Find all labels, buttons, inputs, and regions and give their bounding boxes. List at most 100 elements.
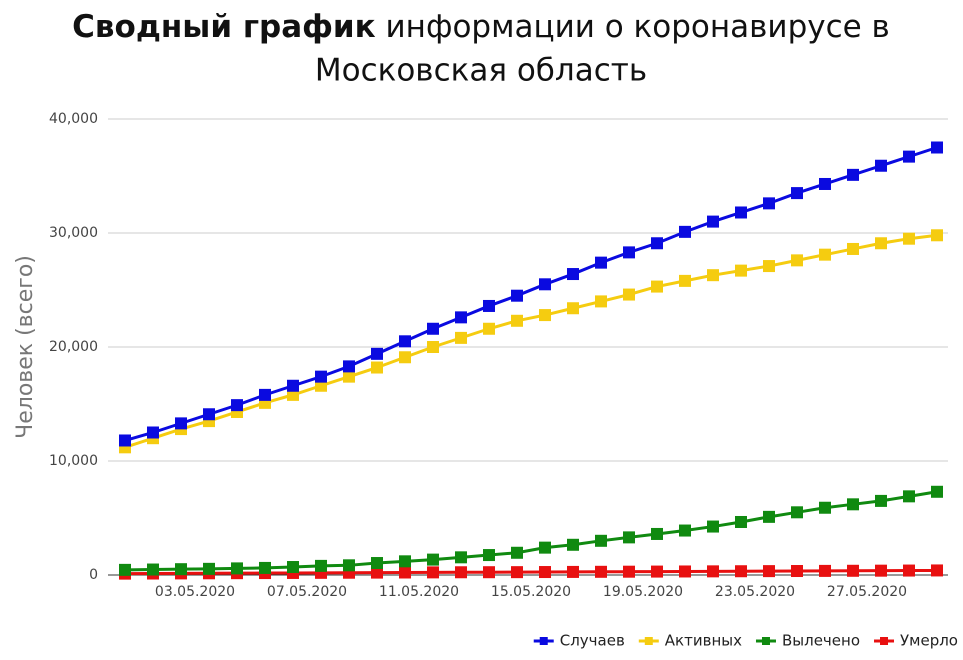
data-point <box>819 248 831 261</box>
x-tick-label: 11.05.2020 <box>379 584 459 600</box>
data-point <box>567 565 579 578</box>
chart-title: Сводный график информации о коронавирусе… <box>72 9 890 45</box>
x-tick-label: 23.05.2020 <box>715 584 795 600</box>
data-point <box>791 565 803 578</box>
data-point <box>315 559 327 572</box>
data-point <box>763 565 775 578</box>
data-point <box>847 242 859 255</box>
data-point <box>903 150 915 163</box>
series-line <box>124 233 938 449</box>
data-point <box>455 566 467 579</box>
data-point <box>651 527 663 540</box>
y-tick-label: 40,000 <box>49 111 98 127</box>
data-point <box>567 268 579 281</box>
title-bold: Сводный график <box>72 9 376 45</box>
data-point <box>595 256 607 269</box>
data-point <box>875 564 887 577</box>
data-point <box>315 379 327 392</box>
data-point <box>847 564 859 577</box>
data-point <box>735 206 747 219</box>
data-point <box>371 361 383 374</box>
data-point <box>231 399 243 412</box>
data-point <box>427 322 439 335</box>
data-point <box>427 341 439 353</box>
data-point <box>931 485 943 498</box>
data-point <box>483 549 495 562</box>
data-point <box>763 510 775 523</box>
data-point <box>371 347 383 360</box>
data-point <box>539 541 551 554</box>
data-point <box>175 563 187 576</box>
legend-marker <box>761 637 770 645</box>
legend-label: Случаев <box>560 632 625 650</box>
data-point <box>511 546 523 559</box>
x-tick-label: 15.05.2020 <box>491 584 571 600</box>
y-axis-label: Человек (всего) <box>13 255 38 439</box>
title-rest: информации о коронавирусе в <box>386 9 890 45</box>
chart-title-line2: Московская область <box>315 53 647 89</box>
data-point <box>791 187 803 200</box>
data-point <box>343 559 355 572</box>
data-point <box>735 565 747 578</box>
data-point <box>567 302 579 315</box>
data-point <box>931 229 943 242</box>
y-tick-label: 20,000 <box>49 339 98 355</box>
series-line <box>124 568 938 576</box>
data-point <box>595 534 607 547</box>
data-point <box>399 566 411 579</box>
data-point <box>175 417 187 430</box>
data-point <box>119 563 131 576</box>
data-point <box>371 566 383 579</box>
data-point <box>651 280 663 293</box>
data-point <box>679 565 691 578</box>
data-point <box>315 370 327 383</box>
data-point <box>343 370 355 383</box>
data-point <box>707 215 719 228</box>
data-point <box>511 566 523 579</box>
data-point <box>483 566 495 579</box>
data-point <box>203 408 215 421</box>
data-point <box>847 498 859 511</box>
data-point <box>455 311 467 324</box>
y-tick-label: 0 <box>89 567 98 583</box>
data-point <box>147 563 159 576</box>
data-point <box>819 564 831 577</box>
data-point <box>343 360 355 373</box>
data-point <box>819 177 831 190</box>
data-point <box>651 565 663 578</box>
data-point <box>427 566 439 579</box>
x-tick-label: 07.05.2020 <box>267 584 347 600</box>
data-point <box>287 561 299 574</box>
data-point <box>287 388 299 401</box>
legend-marker <box>644 637 653 645</box>
data-point <box>903 232 915 245</box>
data-point <box>623 288 635 301</box>
data-point <box>483 299 495 312</box>
data-point <box>847 168 859 181</box>
data-point <box>903 564 915 577</box>
data-point <box>567 538 579 551</box>
data-point <box>707 269 719 282</box>
series-line <box>124 146 938 442</box>
x-tick-label: 19.05.2020 <box>603 584 683 600</box>
data-point <box>203 562 215 575</box>
data-point <box>455 551 467 564</box>
data-point <box>147 426 159 439</box>
data-point <box>707 520 719 533</box>
data-point <box>707 565 719 578</box>
data-point <box>287 379 299 392</box>
data-point <box>119 434 131 447</box>
data-point <box>623 565 635 578</box>
data-point <box>679 225 691 238</box>
legend-marker <box>539 637 548 645</box>
series-line <box>124 490 938 572</box>
data-point <box>483 322 495 335</box>
data-point <box>875 237 887 250</box>
data-point <box>539 278 551 291</box>
data-point <box>763 260 775 273</box>
data-point <box>875 159 887 172</box>
data-point <box>931 141 943 154</box>
data-point <box>875 494 887 507</box>
